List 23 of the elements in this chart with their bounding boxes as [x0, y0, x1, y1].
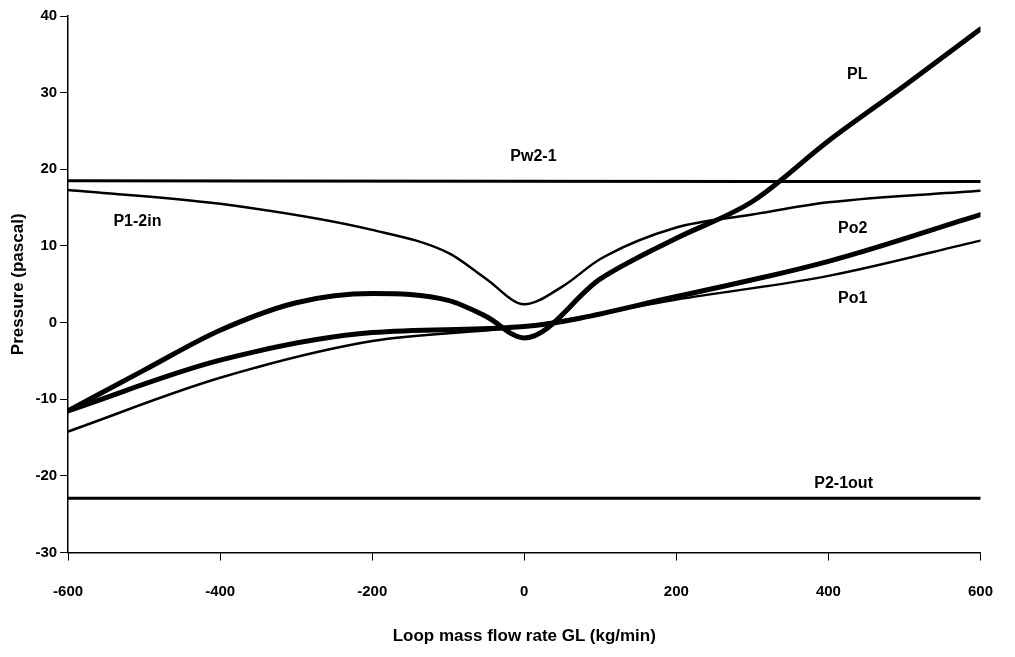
series-label: PL [847, 65, 868, 83]
y-axis-title: Pressure (pascal) [7, 213, 27, 356]
y-tick-label: 10 [40, 236, 58, 254]
x-tick-label: -600 [53, 581, 84, 599]
x-axis-title: Loop mass flow rate GL (kg/min) [392, 626, 656, 646]
series-label: P1-2in [113, 211, 162, 229]
x-tick-label: -200 [357, 581, 388, 599]
y-tick-label: -20 [35, 466, 58, 484]
series-label: Po2 [838, 219, 868, 237]
x-tick-label: -400 [205, 581, 236, 599]
series-label: P2-1out [814, 473, 874, 491]
y-tick-label: 30 [40, 82, 58, 100]
series-label: Pw2-1 [510, 146, 557, 164]
y-tick-label: -10 [35, 389, 58, 407]
x-tick-label: 200 [663, 581, 689, 599]
y-tick-label: -30 [35, 542, 58, 560]
y-tick-label: 40 [40, 6, 58, 24]
x-tick-label: 600 [967, 581, 993, 599]
x-tick-label: 400 [815, 581, 841, 599]
y-tick-label: 20 [40, 159, 58, 177]
x-tick-label: 0 [520, 581, 529, 599]
series-label: Po1 [838, 288, 868, 306]
y-tick-label: 0 [48, 312, 58, 330]
